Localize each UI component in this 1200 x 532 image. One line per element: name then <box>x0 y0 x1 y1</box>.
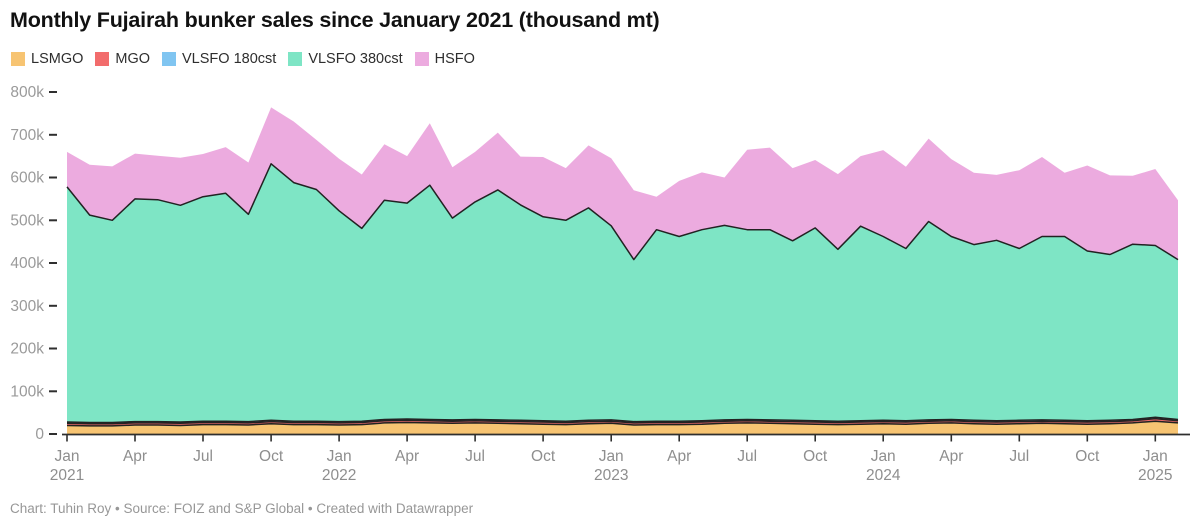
x-tick-label: Jan <box>871 448 896 465</box>
y-tick-label: 300k <box>10 298 44 315</box>
y-tick-label: 400k <box>10 255 44 272</box>
legend-item-lsmgo: LSMGO <box>11 51 83 67</box>
x-tick-year-label: 2025 <box>1138 467 1172 484</box>
x-tick-label: Apr <box>667 448 691 465</box>
boundary-line-vlsfo-380cst <box>66 163 1179 261</box>
x-tick-label: Oct <box>531 448 556 465</box>
x-tick-label: Jan <box>327 448 352 465</box>
y-tick-label: 0 <box>35 426 44 443</box>
legend-label: VLSFO 380cst <box>308 51 403 67</box>
legend-swatch <box>288 52 303 66</box>
boundary-line-mgo <box>66 417 1179 425</box>
x-tick-label: Oct <box>1075 448 1100 465</box>
legend-item-vlsfo-180cst: VLSFO 180cst <box>162 51 276 67</box>
chart-title: Monthly Fujairah bunker sales since Janu… <box>10 8 660 32</box>
x-tick-year-label: 2021 <box>50 467 84 484</box>
legend-label: HSFO <box>434 51 475 67</box>
x-tick-label: Apr <box>395 448 419 465</box>
legend-swatch <box>414 52 429 66</box>
x-tick-label: Jul <box>465 448 485 465</box>
boundary-line-vlsfo-180cst <box>66 416 1179 424</box>
x-tick-label: Jan <box>599 448 624 465</box>
x-tick-label: Jul <box>1009 448 1029 465</box>
legend-swatch <box>95 52 110 66</box>
legend-label: MGO <box>115 51 151 67</box>
legend-item-vlsfo-380cst: VLSFO 380cst <box>288 51 403 67</box>
y-tick-label: 500k <box>10 212 44 229</box>
x-tick-label: Oct <box>803 448 828 465</box>
legend-swatch <box>11 52 25 66</box>
y-tick-label: 100k <box>10 383 44 400</box>
area-hsfo <box>67 107 1178 260</box>
legend-label: VLSFO 180cst <box>182 51 277 67</box>
y-tick-label: 700k <box>10 127 44 144</box>
y-tick-label: 600k <box>10 170 44 187</box>
x-tick-year-label: 2024 <box>866 467 901 484</box>
area-vlsfo-380cst <box>67 163 1178 423</box>
x-tick-label: Apr <box>939 448 963 465</box>
legend-item-hsfo: HSFO <box>414 51 475 67</box>
legend-label: LSMGO <box>31 51 84 67</box>
y-tick-label: 800k <box>10 84 44 101</box>
x-tick-label: Oct <box>259 448 284 465</box>
boundary-line-lsmgo <box>66 420 1179 427</box>
x-tick-label: Jul <box>737 448 757 465</box>
x-tick-year-label: 2022 <box>322 467 356 484</box>
x-tick-year-label: 2023 <box>594 467 628 484</box>
x-tick-label: Jan <box>1143 448 1168 465</box>
chart-legend: LSMGO MGO VLSFO 180cst VLSFO 380cst HSFO <box>11 51 475 67</box>
x-tick-label: Apr <box>123 448 147 465</box>
x-tick-label: Jul <box>193 448 213 465</box>
chart-attribution: Chart: Tuhin Roy • Source: FOIZ and S&P … <box>10 501 474 516</box>
x-tick-label: Jan <box>55 448 80 465</box>
legend-item-mgo: MGO <box>95 51 150 67</box>
y-tick-label: 200k <box>10 341 44 358</box>
legend-swatch <box>162 52 177 66</box>
